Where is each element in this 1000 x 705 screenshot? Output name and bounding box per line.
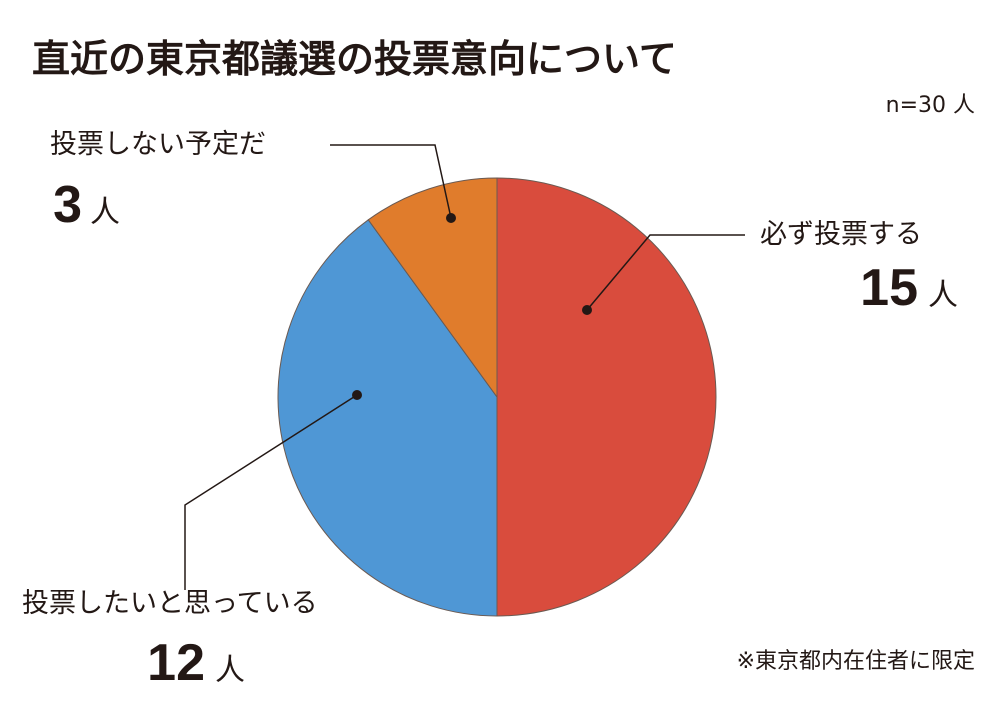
category-label: 投票したいと思っている (22, 588, 318, 619)
unit-label: 人 (928, 278, 958, 313)
value-label: 12 (147, 634, 205, 692)
note: ※東京都内在住者に限定 (737, 649, 975, 674)
unit-label: 人 (90, 195, 120, 230)
pie-slice (277, 219, 498, 617)
chart-title: 直近の東京都議選の投票意向について (32, 37, 677, 81)
leader-line (586, 234, 745, 311)
leader-dot (582, 305, 592, 315)
value-label: 3 (53, 176, 82, 234)
value-label: 15 (860, 259, 918, 317)
leader-line (184, 394, 358, 590)
pie-slice (496, 177, 717, 617)
pie-slice (367, 177, 498, 399)
leader-dot (352, 390, 362, 400)
leader-dot (446, 213, 456, 223)
category-label: 投票しない予定だ (50, 129, 266, 160)
leader-line (330, 144, 452, 219)
unit-label: 人 (215, 653, 245, 688)
sample-size: n=30 人 (886, 93, 975, 118)
category-label: 必ず投票する (760, 219, 922, 250)
